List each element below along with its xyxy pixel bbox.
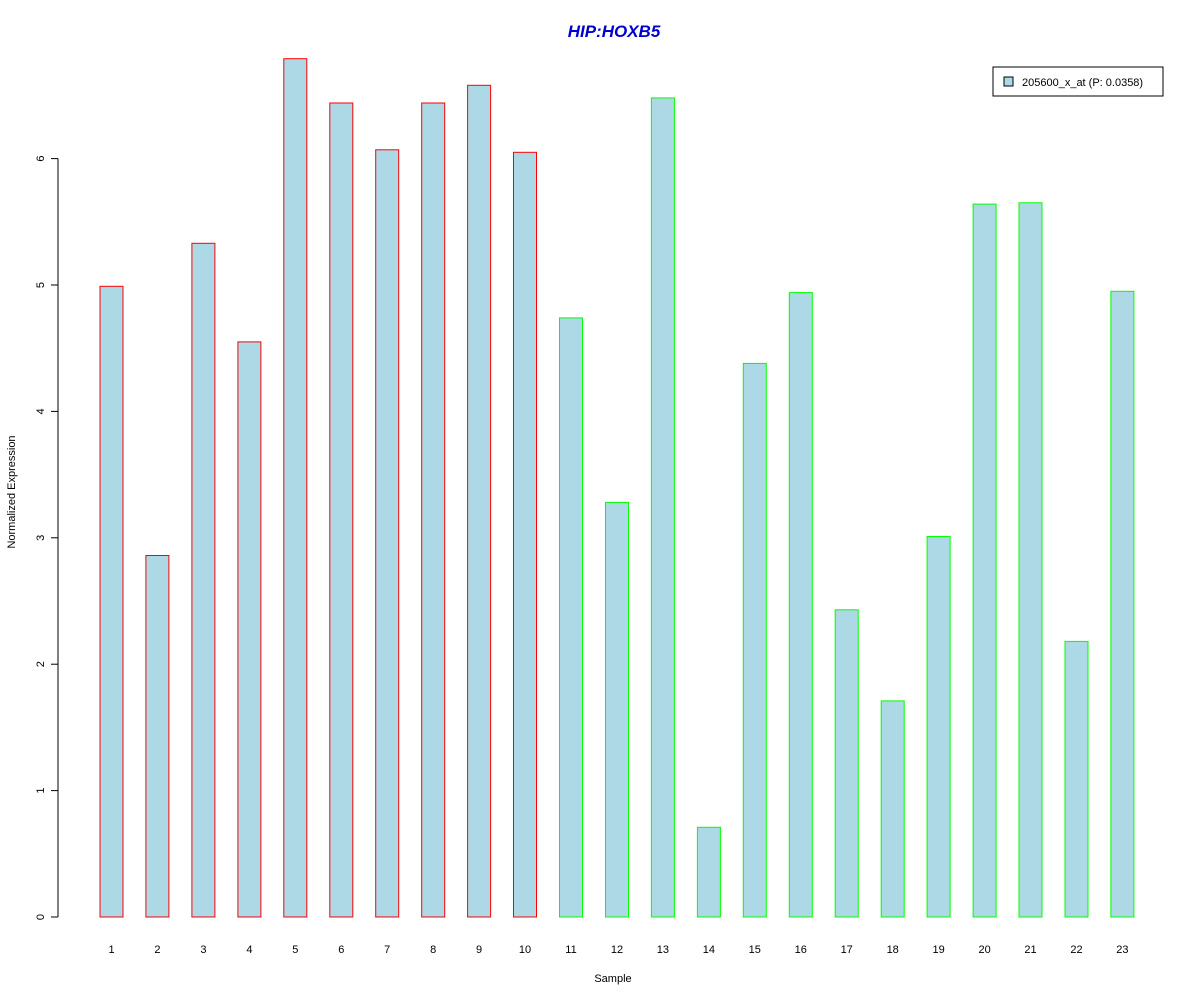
bar [650, 97, 675, 918]
y-tick-label: 1 [35, 788, 47, 794]
x-tick-label: 12 [611, 944, 623, 956]
x-tick-label: 22 [1070, 944, 1082, 956]
bar [834, 609, 859, 918]
x-tick-label: 7 [384, 944, 390, 956]
bar [99, 285, 124, 918]
x-axis-label: Sample [594, 973, 631, 985]
x-tick-labels: 1 2 3 4 5 6 7 8 9 10 11 12 13 14 15 16 17 18 19 20 21 22 23 [108, 944, 1128, 956]
bar [191, 242, 216, 918]
x-tick-label: 2 [154, 944, 160, 956]
y-axis-label: Normalized Expression [6, 435, 18, 548]
bar [696, 826, 721, 918]
x-tick-label: 10 [519, 944, 531, 956]
bars [99, 58, 1135, 918]
x-tick-label: 17 [841, 944, 853, 956]
x-tick-label: 8 [430, 944, 436, 956]
legend: 205600_x_at (P: 0.0358) [992, 66, 1164, 97]
x-tick-label: 5 [292, 944, 298, 956]
bar [421, 102, 446, 918]
y-tick-label: 4 [35, 408, 47, 414]
y-tick-label: 5 [35, 282, 47, 288]
x-tick-label: 3 [200, 944, 206, 956]
bar [972, 203, 997, 918]
x-tick-label: 1 [108, 944, 114, 956]
x-tick-label: 21 [1024, 944, 1036, 956]
y-tick-label: 6 [35, 156, 47, 162]
bar [788, 292, 813, 918]
bar [513, 151, 537, 918]
x-tick-label: 4 [246, 944, 252, 956]
bar [880, 700, 905, 918]
y-axis: 0 1 2 3 4 5 6 [35, 156, 59, 920]
y-tick-label: 0 [35, 914, 47, 920]
x-tick-label: 16 [795, 944, 807, 956]
bar [926, 536, 951, 918]
legend-box [992, 66, 1164, 97]
x-tick-label: 9 [476, 944, 482, 956]
x-tick-label: 19 [932, 944, 944, 956]
bar [145, 555, 170, 918]
x-tick-label: 13 [657, 944, 669, 956]
x-tick-label: 15 [749, 944, 761, 956]
y-tick-label: 3 [35, 535, 47, 541]
bar [283, 58, 308, 918]
bar [1018, 202, 1043, 918]
x-tick-label: 18 [887, 944, 899, 956]
y-tick-label: 2 [35, 661, 47, 667]
bar [742, 362, 767, 918]
bar [559, 317, 583, 918]
legend-label: 205600_x_at (P: 0.0358) [1022, 77, 1143, 89]
bar [329, 102, 354, 918]
x-tick-label: 20 [978, 944, 990, 956]
bar [1110, 290, 1135, 918]
bar [1064, 640, 1089, 918]
bar [605, 501, 629, 918]
x-tick-label: 14 [703, 944, 715, 956]
legend-swatch [1003, 76, 1014, 87]
chart-title: HIP:HOXB5 [568, 22, 661, 41]
x-tick-label: 6 [338, 944, 344, 956]
bar [237, 341, 262, 918]
x-tick-label: 23 [1116, 944, 1128, 956]
bar [375, 149, 400, 918]
bar [467, 84, 492, 918]
x-tick-label: 11 [565, 944, 576, 956]
